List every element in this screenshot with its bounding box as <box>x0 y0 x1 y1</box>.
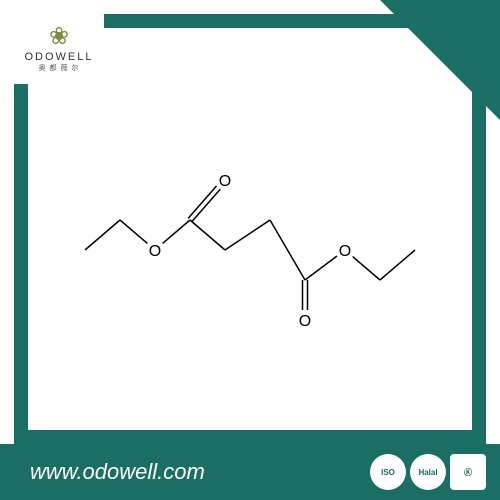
brand-logo: ❀ ODOWELL 奥 都 薇 尔 <box>14 14 104 84</box>
svg-text:O: O <box>339 243 351 260</box>
flower-icon: ❀ <box>49 25 69 49</box>
svg-text:O: O <box>149 243 161 260</box>
svg-text:O: O <box>299 313 311 330</box>
footer-bar: www.odowell.com ISOHalalⓀ <box>0 444 500 500</box>
iso-cert: ISO <box>370 454 406 490</box>
halal-cert: Halal <box>410 454 446 490</box>
product-card: ❀ ODOWELL 奥 都 薇 尔 O O O O www.odowell.com I… <box>0 0 500 500</box>
svg-text:O: O <box>219 173 231 190</box>
website-url: www.odowell.com <box>0 459 370 485</box>
molecule-diagram: O O O O <box>65 120 435 360</box>
kosher-cert: Ⓚ <box>450 454 486 490</box>
brand-name: ODOWELL <box>24 51 93 63</box>
brand-sub: 奥 都 薇 尔 <box>39 63 80 73</box>
cert-badges: ISOHalalⓀ <box>370 454 500 490</box>
corner-accent <box>380 0 500 120</box>
